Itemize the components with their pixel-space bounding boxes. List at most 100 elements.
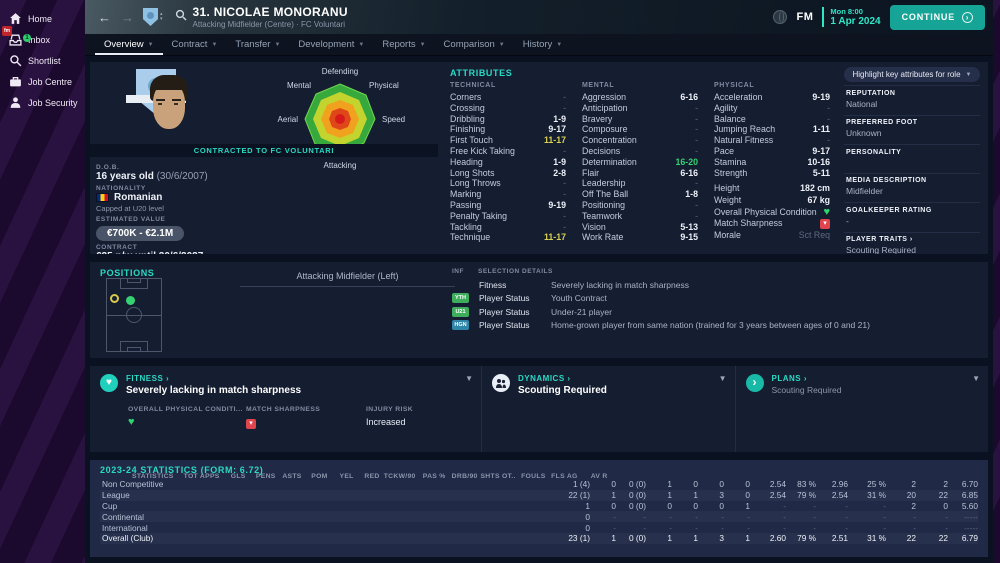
attribute-value: - [827,102,830,113]
dynamics-title[interactable]: DYNAMICS › [518,374,571,383]
attribute-name: Pace [714,145,735,156]
entity-switcher[interactable]: ▴ ▾ [160,11,163,22]
romania-flag-icon [96,193,109,202]
sidebar-item-job-centre[interactable]: Job Centre [0,71,85,92]
attribute-row-match-sharpness: Match Sharpness ▾ [714,218,830,230]
stats-value: 0 [693,479,698,490]
red-alert-icon: ▾ [820,218,830,229]
attribute-column-header: PHYSICAL [714,82,755,89]
stats-row-non-competitive: Non Competitive 1 (4) 0 0 (0) 1 0 0 0 2.54 83 % 2.… [100,479,978,490]
stats-value: 0 [667,500,672,511]
attribute-row-technique: Technique 11-17 [450,232,566,243]
natural-position-marker[interactable] [126,296,135,305]
stats-value: - [845,511,848,522]
tab-development[interactable]: Development ▼ [289,35,373,55]
attribute-column-physical: PHYSICAL Acceleration 9-19 Agility - Balance -… [714,82,830,243]
plans-title[interactable]: PLANS › [771,374,807,383]
attribute-name: Concentration [582,135,637,146]
tab-overview[interactable]: Overview ▼ [95,35,163,55]
selection-detail: Under-21 player [551,306,612,317]
selected-position-marker[interactable] [110,294,119,303]
tab-label: Contract [171,39,208,50]
stats-value: 25 % [867,479,886,490]
stats-value: 6.85 [961,490,978,501]
tab-comparison[interactable]: Comparison ▼ [435,35,514,55]
svg-text:Mental: Mental [287,81,311,90]
sidebar-item-inbox[interactable]: 1 Inbox [0,29,85,50]
attribute-value: 9-15 [680,232,698,243]
info-section-label[interactable]: PLAYER TRAITS › [846,236,913,243]
main-window: ← → ▴ ▾ 31. NICOLAE MONORANU Attacking Mi… [85,0,993,563]
fitness-title[interactable]: FITNESS › [126,374,170,383]
tab-contract[interactable]: Contract ▼ [163,35,227,55]
tab-reports[interactable]: Reports ▼ [373,35,434,55]
sidebar-item-job-security[interactable]: Job Security [0,92,85,113]
attribute-name: Long Shots [450,167,495,178]
attribute-row-strength: Strength 5-11 [714,168,830,179]
attribute-row-tackling: Tackling - [450,222,566,233]
continue-button[interactable]: CONTINUE › [889,4,985,30]
stats-value: 1 [667,533,672,544]
attribute-name: Stamina [714,156,747,167]
stats-value: 2.54 [769,479,786,490]
attribute-value: Sct Req [798,229,830,240]
stats-value: - [721,522,724,533]
attribute-value: - [695,124,698,135]
stats-col-fls-ag: FLS AG [551,472,578,480]
highlight-role-dropdown[interactable]: Highlight key attributes for role ▼ [844,67,980,82]
stats-row-name: League [102,490,130,501]
svg-text:Aerial: Aerial [278,115,299,124]
plans-arrow-icon: › [745,374,764,392]
stats-value: - [783,522,786,533]
person-icon [9,96,22,109]
attribute-name: Marking [450,189,482,200]
attribute-name: Vision [582,221,606,232]
sidebar-item-shortlist[interactable]: Shortlist [0,50,85,71]
attribute-value: 6-16 [680,167,698,178]
fitness-collapse-chevron[interactable]: ▼ [465,374,473,383]
world-icon[interactable] [773,10,788,24]
dynamics-collapse-chevron[interactable]: ▼ [718,374,727,383]
stats-value: - [747,511,750,522]
injury-risk-label: INJURY RISK [366,406,414,413]
app-sidebar: fm Home 1 Inbox Shortlist Job Centre Job Secu… [0,0,85,563]
attribute-value: - [563,102,566,113]
plans-collapse-chevron[interactable]: ▼ [972,374,980,383]
info-section-preferred-foot: PREFERRED FOOT Unknown [844,114,980,142]
attribute-value: - [563,145,566,156]
status-badge: U21 [452,306,469,317]
back-button[interactable]: ← [98,9,111,25]
attribute-name: Anticipation [582,102,628,113]
attribute-row-first-touch: First Touch 11-17 [450,135,566,146]
fm-logo: FM [796,11,814,23]
status-badge: HGN [452,320,469,331]
stats-col-tckw-90: TCKW/90 [383,472,416,480]
stats-value: 2.51 [831,533,848,544]
sidebar-item-label: Shortlist [28,55,61,66]
sidebar-item-home[interactable]: Home [0,8,85,29]
positions-title: POSITIONS [100,268,155,278]
attribute-name: Leadership [582,178,626,189]
forward-button[interactable]: → [121,9,134,25]
attribute-row-jumping-reach: Jumping Reach 1-11 [714,124,830,135]
stats-value: 1 [611,490,616,501]
info-section-value: National [846,98,878,109]
plans-headline: Scouting Required [771,385,842,395]
selection-type: Fitness [479,279,507,290]
attribute-name: Determination [582,156,637,167]
search-icon[interactable] [175,8,187,26]
attribute-name: Heading [450,156,483,167]
stats-value: - [813,511,816,522]
stats-row-cup: Cup 1 0 0 (0) 0 0 0 1 - - - - 2 0 5.60 [100,501,978,512]
tab-transfer[interactable]: Transfer ▼ [226,35,289,55]
stats-value: 2.54 [831,490,848,501]
fm-app-icon[interactable]: fm [2,26,12,36]
attribute-value: 1-9 [553,156,566,167]
attribute-value: 11-17 [543,135,566,146]
player-subtitle: Attacking Midfielder (Centre) · FC Volun… [192,20,346,29]
club-crest-icon[interactable] [143,8,158,26]
stats-value: 79 % [797,533,816,544]
attribute-value: 9-19 [812,92,830,102]
tab-history[interactable]: History ▼ [514,35,572,55]
attribute-name: Jumping Reach [714,124,776,135]
